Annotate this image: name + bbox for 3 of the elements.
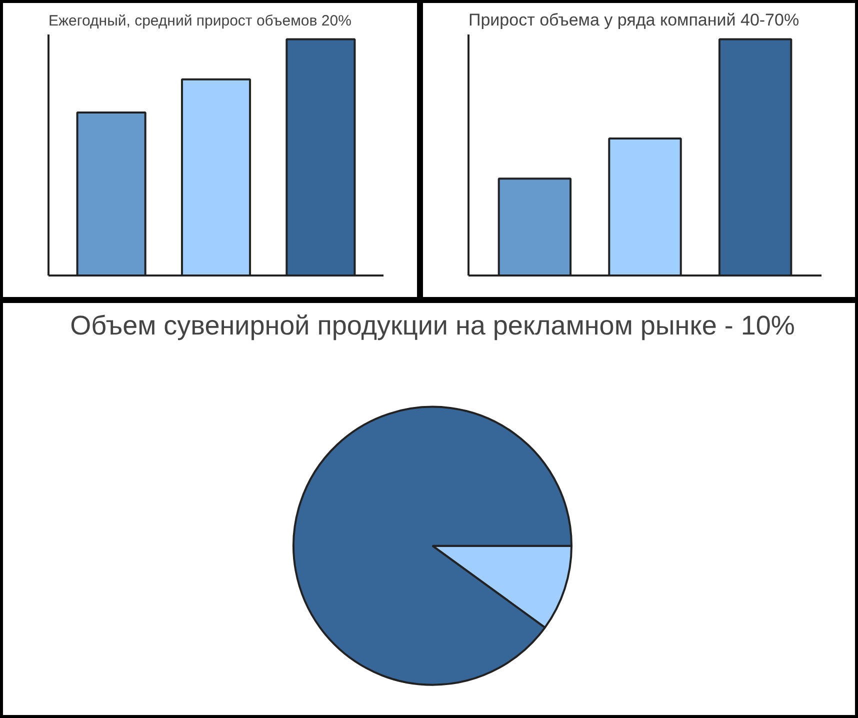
chart-title: Объем сувенирной продукции на рекламном рынке - 10% (70, 310, 795, 340)
chart-title: Ежегодный, средний прирост объемов 20% (48, 12, 352, 30)
chart-title: Прирост объема у ряда компаний 40-70% (468, 10, 800, 30)
